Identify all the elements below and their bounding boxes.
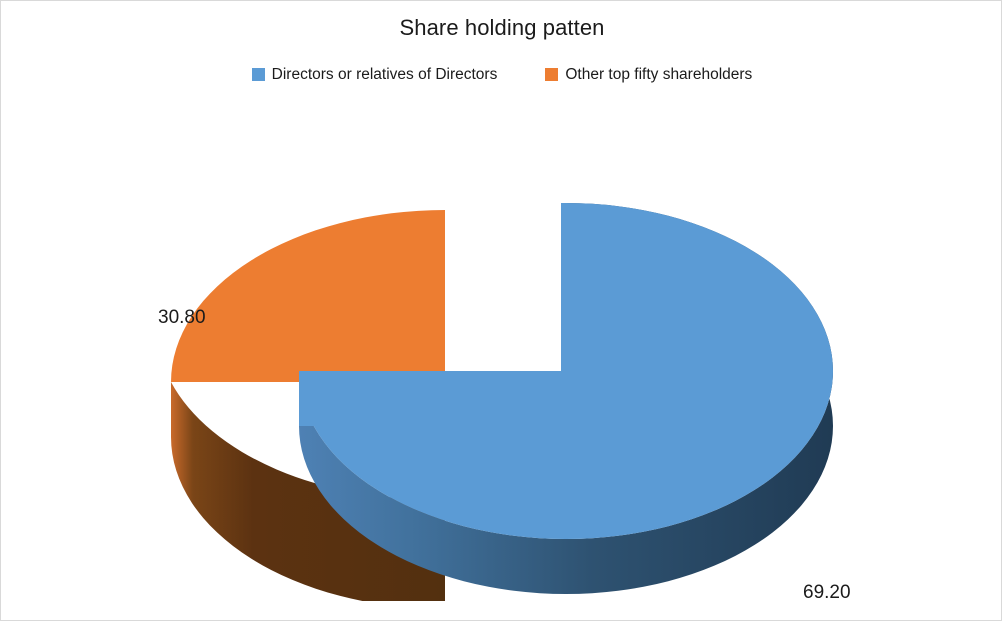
- pie-3d-graphic: [171, 203, 833, 601]
- orange-slice-top: [171, 210, 445, 382]
- data-label-orange-slice: 30.80: [158, 307, 206, 328]
- blue-slice-notch-face: [299, 371, 566, 426]
- legend-label-other-shareholders: Other top fifty shareholders: [565, 66, 753, 83]
- legend-swatch-orange-icon: [545, 68, 559, 82]
- chart-legend: Directors or relatives of Directors Othe…: [1, 66, 1001, 83]
- chart-title: Share holding patten: [399, 15, 605, 40]
- data-label-blue-slice: 69.20: [803, 582, 851, 603]
- legend-item-directors[interactable]: Directors or relatives of Directors: [251, 66, 498, 83]
- legend-item-other-shareholders[interactable]: Other top fifty shareholders: [545, 67, 752, 83]
- pie-slice-blue[interactable]: [299, 203, 833, 594]
- plot-area: 30.80 69.20: [1, 101, 1001, 603]
- orange-slice-side-wall: [171, 382, 445, 601]
- legend-swatch-blue-icon: [251, 68, 265, 82]
- legend-label-directors: Directors or relatives of Directors: [271, 66, 498, 83]
- blue-slice-notch-riser: [561, 203, 566, 371]
